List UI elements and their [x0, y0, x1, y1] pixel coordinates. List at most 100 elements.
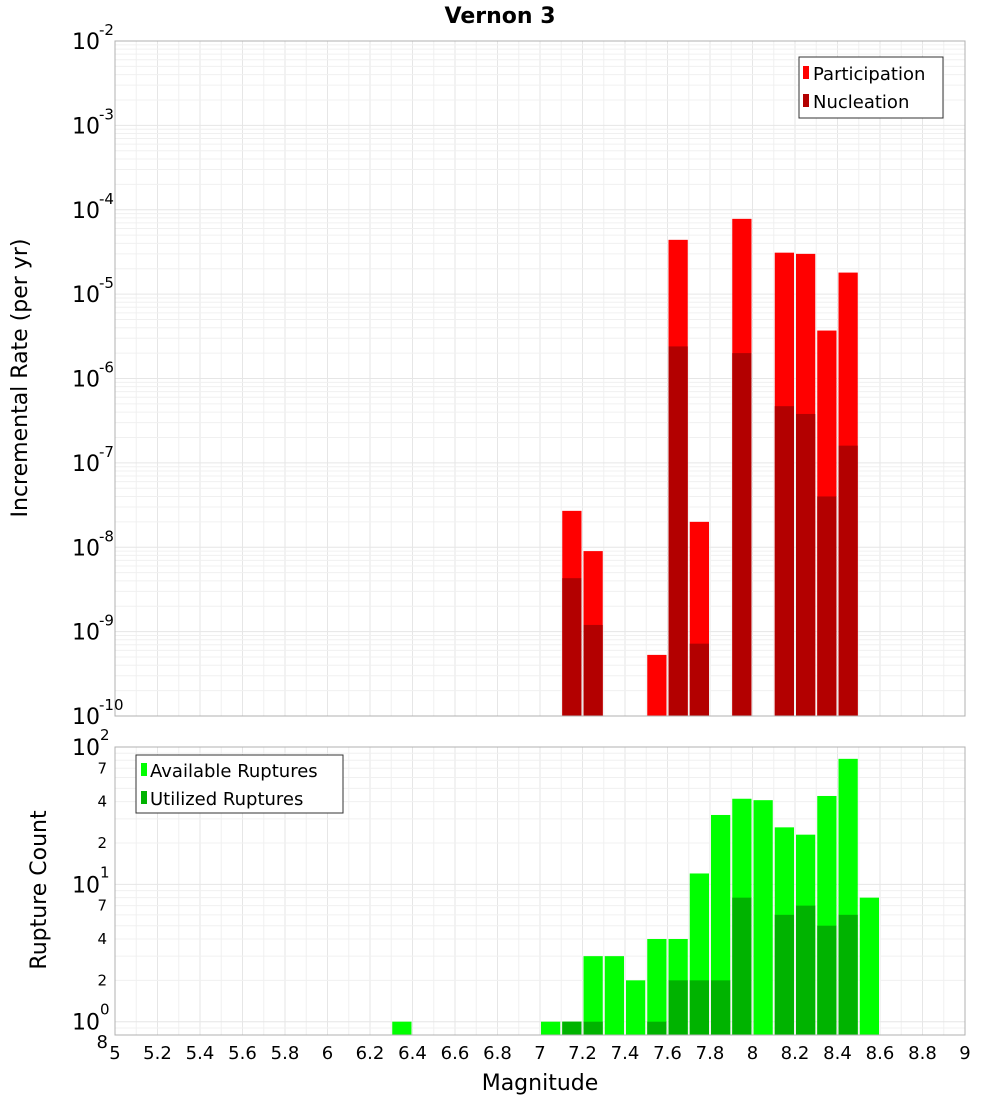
- y-tick-label: 10: [72, 452, 100, 477]
- y-tick-exponent: 0: [100, 1001, 110, 1019]
- rate-legend: Participation Nucleation: [798, 56, 944, 119]
- available-swatch: [141, 763, 147, 776]
- rate-panel-frame: [114, 40, 966, 717]
- y-tick-exponent: -3: [99, 105, 114, 123]
- y-tick-label: 10: [72, 536, 100, 561]
- y-tick-label: 10: [72, 1011, 100, 1036]
- nucleation-bar: [562, 578, 582, 716]
- y-tick-label: 10: [72, 30, 100, 55]
- utilized-bar: [732, 897, 752, 1035]
- y-minor-tick-label: 7: [97, 897, 107, 915]
- x-tick-label: 8: [747, 1043, 758, 1064]
- count-legend: Available Ruptures Utilized Ruptures: [135, 754, 344, 814]
- x-tick-label: 5: [109, 1043, 120, 1064]
- nucleation-bar: [668, 346, 688, 716]
- available-bar: [541, 1021, 561, 1035]
- y-tick-exponent: 1: [100, 863, 110, 881]
- nucleation-bar: [732, 353, 752, 716]
- y-tick-exponent: -6: [99, 359, 114, 377]
- x-tick-label: 8.4: [823, 1043, 852, 1064]
- bottom-y-axis-label: Rupture Count: [27, 810, 52, 970]
- utilized-bar: [838, 914, 858, 1035]
- utilized-bar: [668, 980, 688, 1035]
- available-bar: [604, 956, 624, 1035]
- x-tick-label: 7: [534, 1043, 545, 1064]
- y-minor-tick-label: 2: [97, 971, 107, 989]
- count-panel-bars: [392, 758, 879, 1035]
- rate-panel-grid: [114, 40, 966, 717]
- x-tick-label: 5.6: [228, 1043, 257, 1064]
- x-tick-label: 6: [322, 1043, 333, 1064]
- y-tick-exponent: -10: [99, 696, 124, 714]
- y-tick-exponent: -4: [99, 190, 114, 208]
- utilized-bar: [796, 905, 816, 1035]
- rate-panel-bars: [562, 218, 858, 716]
- x-axis-label: Magnitude: [482, 1071, 599, 1096]
- x-tick-label: 8.6: [866, 1043, 895, 1064]
- participation-swatch: [803, 66, 809, 79]
- y-tick-label: 10: [72, 705, 100, 730]
- x-tick-label: 5.2: [143, 1043, 172, 1064]
- available-bar: [626, 980, 646, 1035]
- utilized-bar: [562, 1021, 582, 1035]
- y-tick-exponent: -9: [99, 612, 114, 630]
- available-legend-label: Available Ruptures: [150, 761, 318, 782]
- y-tick-exponent: 2: [100, 726, 110, 744]
- utilized-bar: [583, 1021, 603, 1035]
- rate-legend-box: [798, 56, 944, 119]
- y-tick-label: 10: [72, 283, 100, 308]
- nucleation-bar: [796, 413, 816, 716]
- participation-legend-label: Participation: [813, 64, 925, 85]
- nucleation-bar: [689, 643, 709, 716]
- x-tick-label: 9: [959, 1043, 970, 1064]
- y-tick-exponent: -7: [99, 443, 114, 461]
- y-tick-exponent: -5: [99, 274, 114, 292]
- y-minor-tick-label: 7: [97, 759, 107, 777]
- utilized-swatch: [141, 791, 147, 804]
- x-tick-label: 6.2: [356, 1043, 385, 1064]
- utilized-legend-label: Utilized Ruptures: [150, 789, 303, 810]
- participation-bar: [647, 654, 667, 716]
- y-tick-label: 10: [72, 873, 100, 898]
- x-tick-label: 7.8: [696, 1043, 725, 1064]
- y-minor-tick-label: 4: [97, 930, 107, 948]
- y-tick-label: 10: [72, 368, 100, 393]
- nucleation-bar: [774, 406, 794, 716]
- utilized-bar: [774, 914, 794, 1035]
- nucleation-legend-label: Nucleation: [813, 92, 909, 113]
- x-axis-ticks: 5 5.2 5.4 5.6 5.8 6 6.2 6.4 6.6 6.8 7 7.2 7.4 7.6 7.8 8…: [109, 1043, 970, 1064]
- utilized-bar: [689, 980, 709, 1035]
- x-tick-label: 7.2: [568, 1043, 597, 1064]
- y-tick-exponent: -8: [99, 527, 114, 545]
- x-tick-label: 5.4: [186, 1043, 215, 1064]
- available-bar: [647, 939, 667, 1035]
- utilized-bar: [647, 1021, 667, 1035]
- x-tick-label: 6.4: [398, 1043, 427, 1064]
- count-legend-box: [135, 754, 344, 814]
- y-bottom-tick-label: 8: [97, 1032, 108, 1053]
- y-tick-label: 10: [72, 199, 100, 224]
- y-minor-tick-label: 4: [97, 793, 107, 811]
- nucleation-swatch: [803, 94, 809, 107]
- x-tick-label: 8.2: [781, 1043, 810, 1064]
- available-bar: [859, 897, 879, 1035]
- available-bar: [583, 956, 603, 1035]
- x-tick-label: 5.8: [271, 1043, 300, 1064]
- x-tick-label: 7.4: [611, 1043, 640, 1064]
- nucleation-bar: [817, 496, 837, 716]
- count-panel-frame: [114, 746, 966, 1036]
- available-bar: [753, 800, 773, 1035]
- x-tick-label: 7.6: [653, 1043, 682, 1064]
- y-tick-label: 10: [72, 736, 100, 761]
- nucleation-bar: [838, 445, 858, 716]
- x-tick-label: 8.8: [908, 1043, 937, 1064]
- available-bar: [392, 1021, 412, 1035]
- x-tick-label: 6.8: [483, 1043, 512, 1064]
- utilized-bar: [817, 925, 837, 1035]
- y-tick-label: 10: [72, 621, 100, 646]
